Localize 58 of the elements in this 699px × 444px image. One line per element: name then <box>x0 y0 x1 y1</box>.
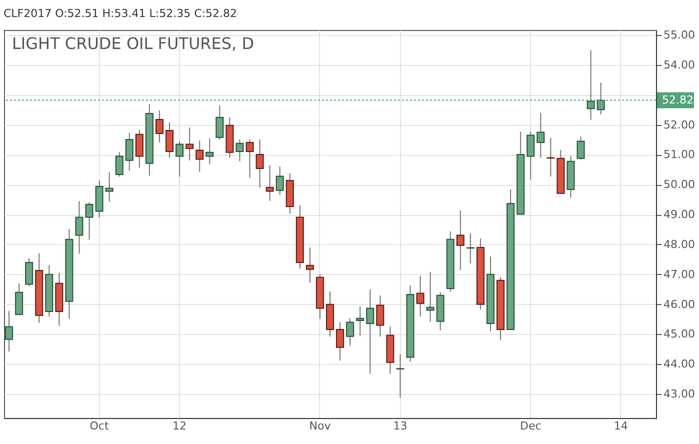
y-tick-label: 45.00 <box>664 328 695 341</box>
y-tick-label: 51.00 <box>664 148 695 162</box>
candlestick <box>416 275 424 318</box>
candlestick <box>596 82 605 115</box>
x-tick-label: Oct <box>90 420 110 432</box>
candlestick <box>336 322 344 362</box>
candlestick <box>125 132 134 172</box>
candlestick <box>135 129 144 168</box>
candlestick <box>246 138 254 178</box>
candlestick <box>396 354 404 398</box>
x-tick-label: 12 <box>172 420 187 432</box>
candlestick <box>105 172 114 202</box>
x-tick-label: Dec <box>520 420 542 432</box>
y-tick-label: 48.00 <box>664 238 695 251</box>
candlestick <box>75 200 84 254</box>
candlestick <box>376 294 384 338</box>
candlestick <box>196 140 204 172</box>
candlestick <box>25 258 34 287</box>
candlestick <box>176 140 184 178</box>
candlestick <box>85 202 94 240</box>
candlestick <box>166 122 174 158</box>
candlestick <box>115 152 124 178</box>
y-tick-label: 44.00 <box>664 358 695 371</box>
x-tick-label: 14 <box>614 420 628 432</box>
y-tick-label: 47.00 <box>664 268 695 281</box>
candlestick <box>536 112 545 158</box>
candlestick <box>586 50 595 120</box>
candlestick <box>306 246 314 284</box>
candlestick <box>256 138 264 188</box>
candlestick <box>206 138 214 165</box>
candlestick <box>456 210 464 271</box>
candlestick <box>576 136 585 160</box>
candlestick <box>236 138 244 162</box>
chart-title: LIGHT CRUDE OIL FUTURES, D <box>12 34 254 53</box>
candlestick <box>5 310 14 352</box>
candlestick <box>426 272 434 322</box>
y-tick-label: 55.00 <box>664 28 695 42</box>
y-tick-label: 52.00 <box>664 118 695 132</box>
candlestick <box>155 110 164 143</box>
ref-line-label: 52.82 <box>662 93 694 106</box>
y-tick-label: 43.00 <box>664 388 695 401</box>
candlestick <box>366 288 374 374</box>
candlestick <box>346 318 354 346</box>
candlestick <box>186 127 194 161</box>
candlestick <box>266 165 274 202</box>
y-tick-label: 49.00 <box>664 208 695 222</box>
y-tick-label: 50.00 <box>664 178 695 192</box>
candlestick <box>216 104 224 140</box>
text: CLF2017 O:52.51 H:53.41 L:52.35 C:52.82 <box>4 7 237 20</box>
x-tick-label: 13 <box>393 420 408 432</box>
y-tick-label: 46.00 <box>664 298 695 311</box>
x-tick-label: Nov <box>309 420 332 432</box>
candlestick <box>356 306 364 336</box>
candlestick <box>276 166 284 196</box>
y-tick-label: 54.00 <box>664 58 695 72</box>
candlestick <box>546 137 555 178</box>
candlestick <box>15 282 24 315</box>
candlestick <box>526 131 535 180</box>
